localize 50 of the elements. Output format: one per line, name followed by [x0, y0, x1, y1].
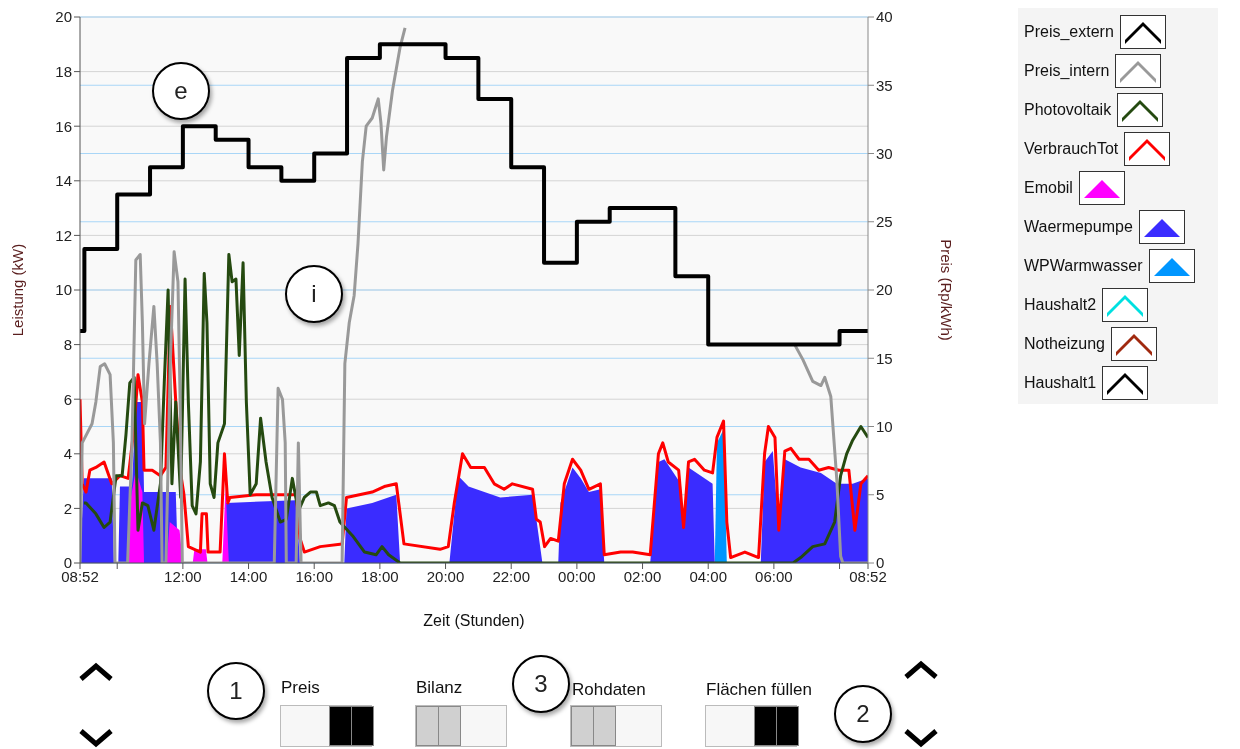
x-tick-label: 22:00	[492, 567, 530, 585]
y2-tick-label: 20	[876, 281, 893, 299]
y-axis-title: Leistung (kW)	[9, 243, 27, 337]
legend-label: VerbrauchTot	[1024, 139, 1119, 158]
text: Rohdaten	[572, 680, 646, 700]
y-tick-label: 14	[55, 172, 72, 190]
y2-tick-label: 10	[876, 417, 893, 435]
text: 2	[856, 700, 870, 728]
text: Bilanz	[416, 678, 463, 698]
y-tick-label: 18	[55, 62, 72, 80]
y-tick-label: 8	[63, 335, 72, 353]
legend-label: Preis_extern	[1024, 22, 1114, 41]
y2-tick-label: 5	[876, 486, 885, 504]
x-tick-label: 12:00	[164, 567, 202, 585]
x-tick-label: 16:00	[295, 567, 333, 585]
y2-tick-label: 35	[876, 76, 893, 94]
x-tick-label: 00:00	[558, 567, 596, 585]
legend-label: Photovoltaik	[1024, 100, 1112, 119]
annotation: i	[311, 280, 317, 308]
legend-label: Waermepumpe	[1024, 217, 1133, 236]
text: 1	[229, 677, 243, 705]
legend-label: Emobil	[1024, 178, 1073, 197]
y-tick-label: 20	[55, 8, 72, 26]
legend-label: Preis_intern	[1024, 61, 1110, 80]
x-tick-label: 02:00	[623, 567, 662, 585]
legend-label: Notheizung	[1024, 334, 1105, 353]
text: Preis	[281, 678, 320, 698]
y2-tick-label: 40	[876, 8, 893, 26]
y-tick-label: 2	[63, 499, 72, 517]
text: Flächen füllen	[706, 680, 812, 700]
x-tick-label: 14:00	[229, 567, 268, 585]
y-tick-label: 4	[63, 445, 72, 463]
y-tick-label: 16	[55, 117, 72, 135]
x-tick-label: 04:00	[689, 567, 727, 585]
x-tick-label: 18:00	[361, 567, 399, 585]
annotation: e	[174, 77, 188, 105]
x-axis-title: Zeit (Stunden)	[423, 612, 525, 629]
x-tick-label: 20:00	[426, 567, 465, 585]
text: 3	[534, 670, 548, 698]
y2-tick-label: 25	[876, 213, 893, 231]
y-tick-label: 6	[63, 390, 72, 408]
y2-tick-label: 30	[876, 144, 893, 162]
y-tick-label: 12	[55, 226, 72, 244]
legend-label: Haushalt2	[1024, 295, 1097, 314]
y2-axis-title: Preis (Rp/kWh)	[937, 239, 955, 341]
y2-tick-label: 15	[876, 349, 893, 367]
x-tick-label: 06:00	[755, 567, 793, 585]
legend-label: WPWarmwasser	[1024, 256, 1143, 275]
legend-label: Haushalt1	[1024, 373, 1097, 392]
y-tick-label: 10	[55, 281, 72, 299]
